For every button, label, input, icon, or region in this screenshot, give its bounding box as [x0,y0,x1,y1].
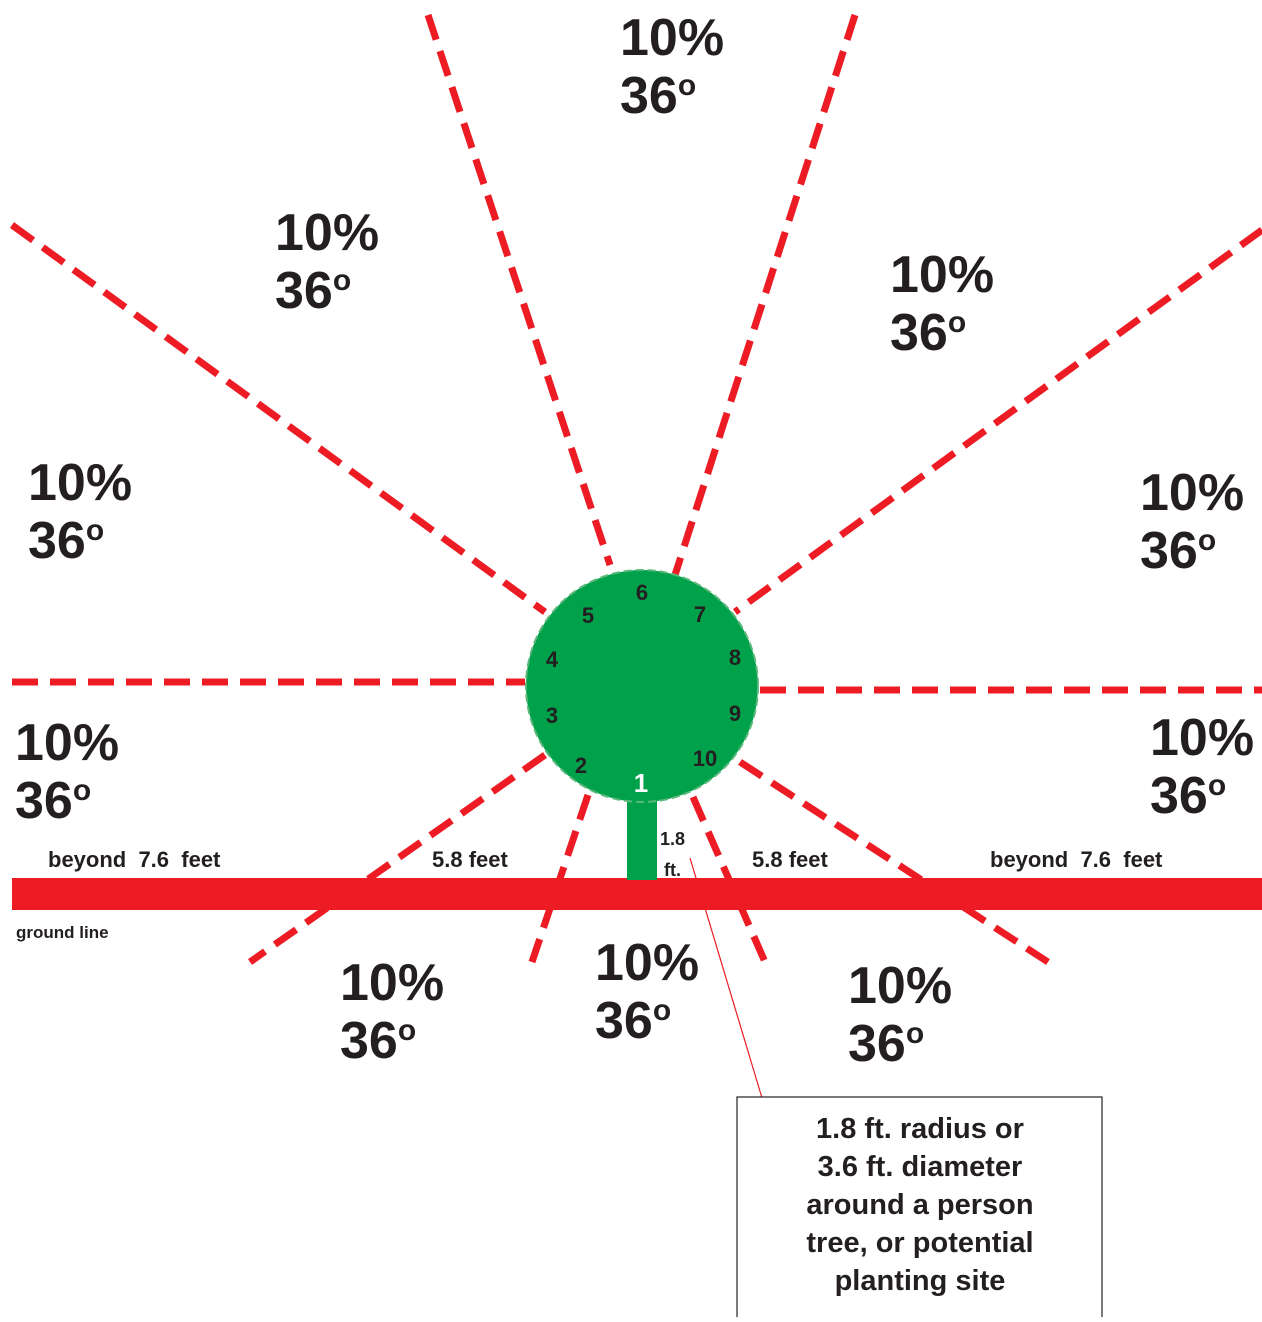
sector-degrees: 36o [340,1012,416,1070]
sector-percent: 10% [15,714,119,772]
circle-number: 5 [582,603,594,628]
sector-percent: 10% [1150,709,1254,767]
circle-number: 8 [729,645,741,670]
ground-bar [12,878,1262,910]
circle-number: 2 [575,753,587,778]
circle-number: 7 [694,602,706,627]
ground-label: ground line [16,923,109,942]
sector-percent: 10% [275,204,379,262]
distance-label: beyond 7.6 feet [48,847,221,872]
callout-line: 1.8 ft. radius or [816,1113,1024,1145]
ray [424,13,614,567]
sector-percent: 10% [620,9,724,67]
ray [9,222,548,615]
sector-degrees: 36o [890,304,966,362]
sector-percent: 10% [890,246,994,304]
ray [671,13,859,577]
circle-number: 4 [546,647,559,672]
circle-number: 9 [729,701,741,726]
sector-degrees: 36o [595,992,671,1050]
degree-mark: o [398,1014,416,1047]
sector-percent: 10% [1140,464,1244,522]
canopy [525,569,759,803]
degrees-value: 36 [15,772,73,830]
circle-number: 3 [546,703,558,728]
ray [738,759,1050,965]
degrees-value: 36 [1140,522,1198,580]
circle-number: 10 [693,746,717,771]
distance-label: ft. [664,860,681,880]
degrees-value: 36 [340,1012,398,1070]
callout-leader [689,857,766,1109]
distance-label: 5.8 feet [432,847,508,872]
callout-line: planting site [835,1265,1006,1297]
degree-mark: o [86,514,104,547]
sector-percent: 10% [340,954,444,1012]
sector-degrees: 36o [275,262,351,320]
circle-number: 6 [636,580,648,605]
distance-label: beyond 7.6 feet [990,847,1163,872]
degree-mark: o [73,774,91,807]
distance-label: 5.8 feet [752,847,828,872]
circle-number: 1 [634,768,648,798]
sector-degrees: 36o [620,67,696,125]
sector-degrees: 36o [15,772,91,830]
degrees-value: 36 [275,262,333,320]
degrees-value: 36 [595,992,653,1050]
degree-mark: o [1208,769,1226,802]
sector-degrees: 36o [28,512,104,570]
degree-mark: o [948,306,966,339]
degree-mark: o [333,264,351,297]
sector-degrees: 36o [848,1015,924,1073]
degrees-value: 36 [1150,767,1208,825]
callout-line: tree, or potential [806,1227,1033,1259]
sector-percent: 10% [848,957,952,1015]
degrees-value: 36 [28,512,86,570]
sector-percent: 10% [28,454,132,512]
degrees-value: 36 [890,304,948,362]
degrees-value: 36 [848,1015,906,1073]
degree-mark: o [653,994,671,1027]
sector-percent: 10% [595,934,699,992]
degree-mark: o [678,69,696,102]
degree-mark: o [906,1017,924,1050]
sector-degrees: 36o [1140,522,1216,580]
degrees-value: 36 [620,67,678,125]
ray [247,752,548,965]
sector-degrees: 36o [1150,767,1226,825]
callout-line: around a person [806,1189,1033,1221]
callout-line: 3.6 ft. diameter [818,1151,1023,1183]
callout-box [736,1096,1103,1322]
degree-mark: o [1198,524,1216,557]
ray [732,227,1262,615]
distance-label: 1.8 [660,829,685,849]
